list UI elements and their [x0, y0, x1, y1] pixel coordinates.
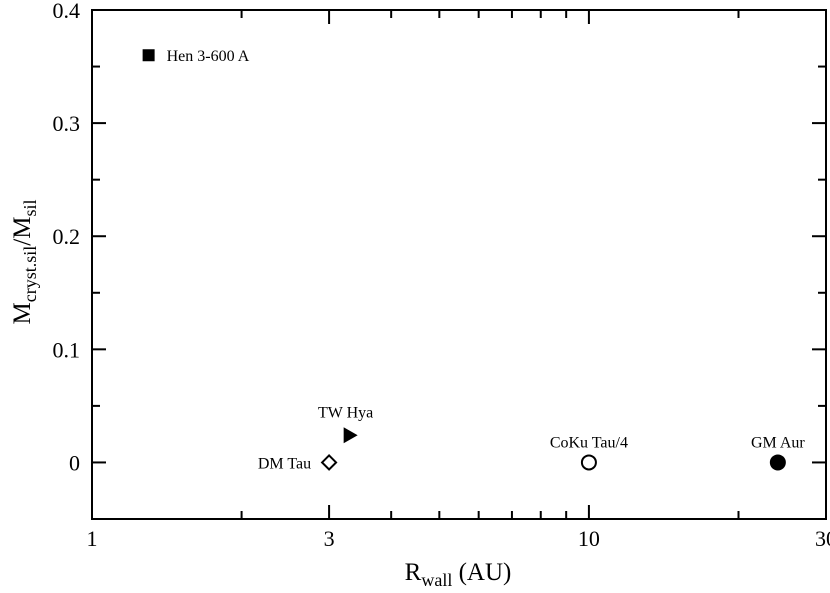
y-axis-title-sub2: sil: [20, 200, 40, 217]
y-tick-label: 0.3: [53, 111, 81, 136]
label-coku-tau-4: CoKu Tau/4: [550, 434, 628, 451]
point-dm-tau: [320, 454, 338, 471]
y-axis-title: Mcryst.sil/Msil: [9, 200, 40, 325]
label-gm-aur: GM Aur: [751, 434, 805, 451]
y-tick-label: 0.1: [53, 337, 81, 362]
y-axis-title-mid: /M: [9, 217, 36, 246]
y-tick-label: 0.4: [53, 0, 81, 23]
x-axis-title-sub: wall: [421, 570, 452, 590]
x-axis-title-suffix: (AU): [452, 559, 511, 586]
point-gm-aur: [769, 454, 786, 471]
x-tick-label: 10: [578, 526, 600, 551]
y-axis-title-main: M: [9, 302, 36, 324]
data-points: [142, 49, 786, 471]
point-hen-3-600-a: [142, 49, 155, 62]
x-tick-label: 1: [87, 526, 98, 551]
y-tick-label: 0.2: [53, 224, 81, 249]
x-axis-title-main: R: [405, 559, 422, 586]
point-tw-hya: [343, 427, 358, 444]
plot-frame: [91, 9, 827, 520]
axis-ticks: [91, 9, 827, 520]
y-tick-label: 0: [69, 450, 80, 475]
y-axis-title-sub1: cryst.sil: [20, 246, 40, 303]
label-dm-tau: DM Tau: [258, 455, 311, 472]
point-coku-tau-4: [580, 454, 597, 471]
label-tw-hya: TW Hya: [318, 404, 373, 421]
point-labels: Hen 3-600 A TW Hya DM Tau CoKu Tau/4 GM Aur: [167, 48, 806, 472]
x-tick-label: 30: [815, 526, 830, 551]
tick-labels: 1 3 10 30 0 0.1 0.2 0.3 0.4: [53, 0, 830, 551]
x-tick-label: 3: [324, 526, 335, 551]
x-axis-title: Rwall (AU): [405, 559, 512, 590]
label-hen-3-600-a: Hen 3-600 A: [167, 48, 250, 65]
